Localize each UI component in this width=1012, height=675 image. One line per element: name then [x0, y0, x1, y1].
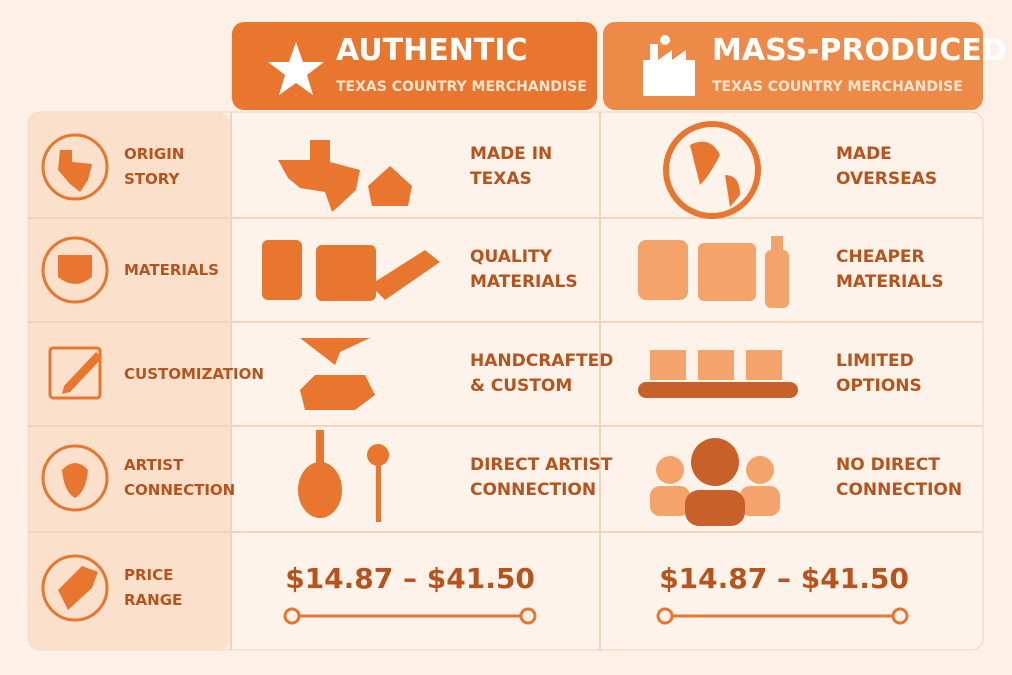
authentic-text: TEXAS: [470, 169, 532, 189]
mass-text: MADE: [836, 144, 892, 164]
authentic-text: CONNECTION: [470, 480, 597, 500]
column-subtitle: TEXAS COUNTRY MERCHANDISE: [712, 79, 963, 95]
row-label: ORIGIN: [124, 145, 185, 163]
column-title: AUTHENTIC: [336, 33, 528, 68]
row-label: CONNECTION: [124, 481, 236, 499]
row-label: PRICE: [124, 566, 174, 584]
mass-text: OPTIONS: [836, 376, 922, 396]
row-label: RANGE: [124, 591, 183, 609]
authentic-text: HANDCRAFTED: [470, 351, 614, 371]
row-label: MATERIALS: [124, 260, 219, 279]
mass-text: OVERSEAS: [836, 169, 938, 189]
mass-text: MATERIALS: [836, 272, 944, 292]
authentic-text: MADE IN: [470, 144, 553, 164]
mass-text: LIMITED: [836, 351, 914, 371]
row-label: ARTIST: [124, 456, 184, 474]
row-label: STORY: [124, 170, 180, 188]
authentic-text: QUALITY: [470, 247, 552, 267]
authentic-text: MATERIALS: [470, 272, 578, 292]
mass-text: CONNECTION: [836, 480, 963, 500]
column-title: MASS-PRODUCED: [712, 33, 1007, 68]
authentic-text: & CUSTOM: [470, 376, 573, 396]
row-label: CUSTOMIZATION: [124, 364, 264, 383]
mass-text: CHEAPER: [836, 247, 925, 267]
price-range: $14.87 – $41.50: [285, 562, 535, 595]
authentic-text: DIRECT ARTIST: [470, 455, 613, 475]
mass-text: NO DIRECT: [836, 455, 940, 475]
column-subtitle: TEXAS COUNTRY MERCHANDISE: [336, 79, 587, 95]
price-range: $14.87 – $41.50: [659, 562, 909, 595]
